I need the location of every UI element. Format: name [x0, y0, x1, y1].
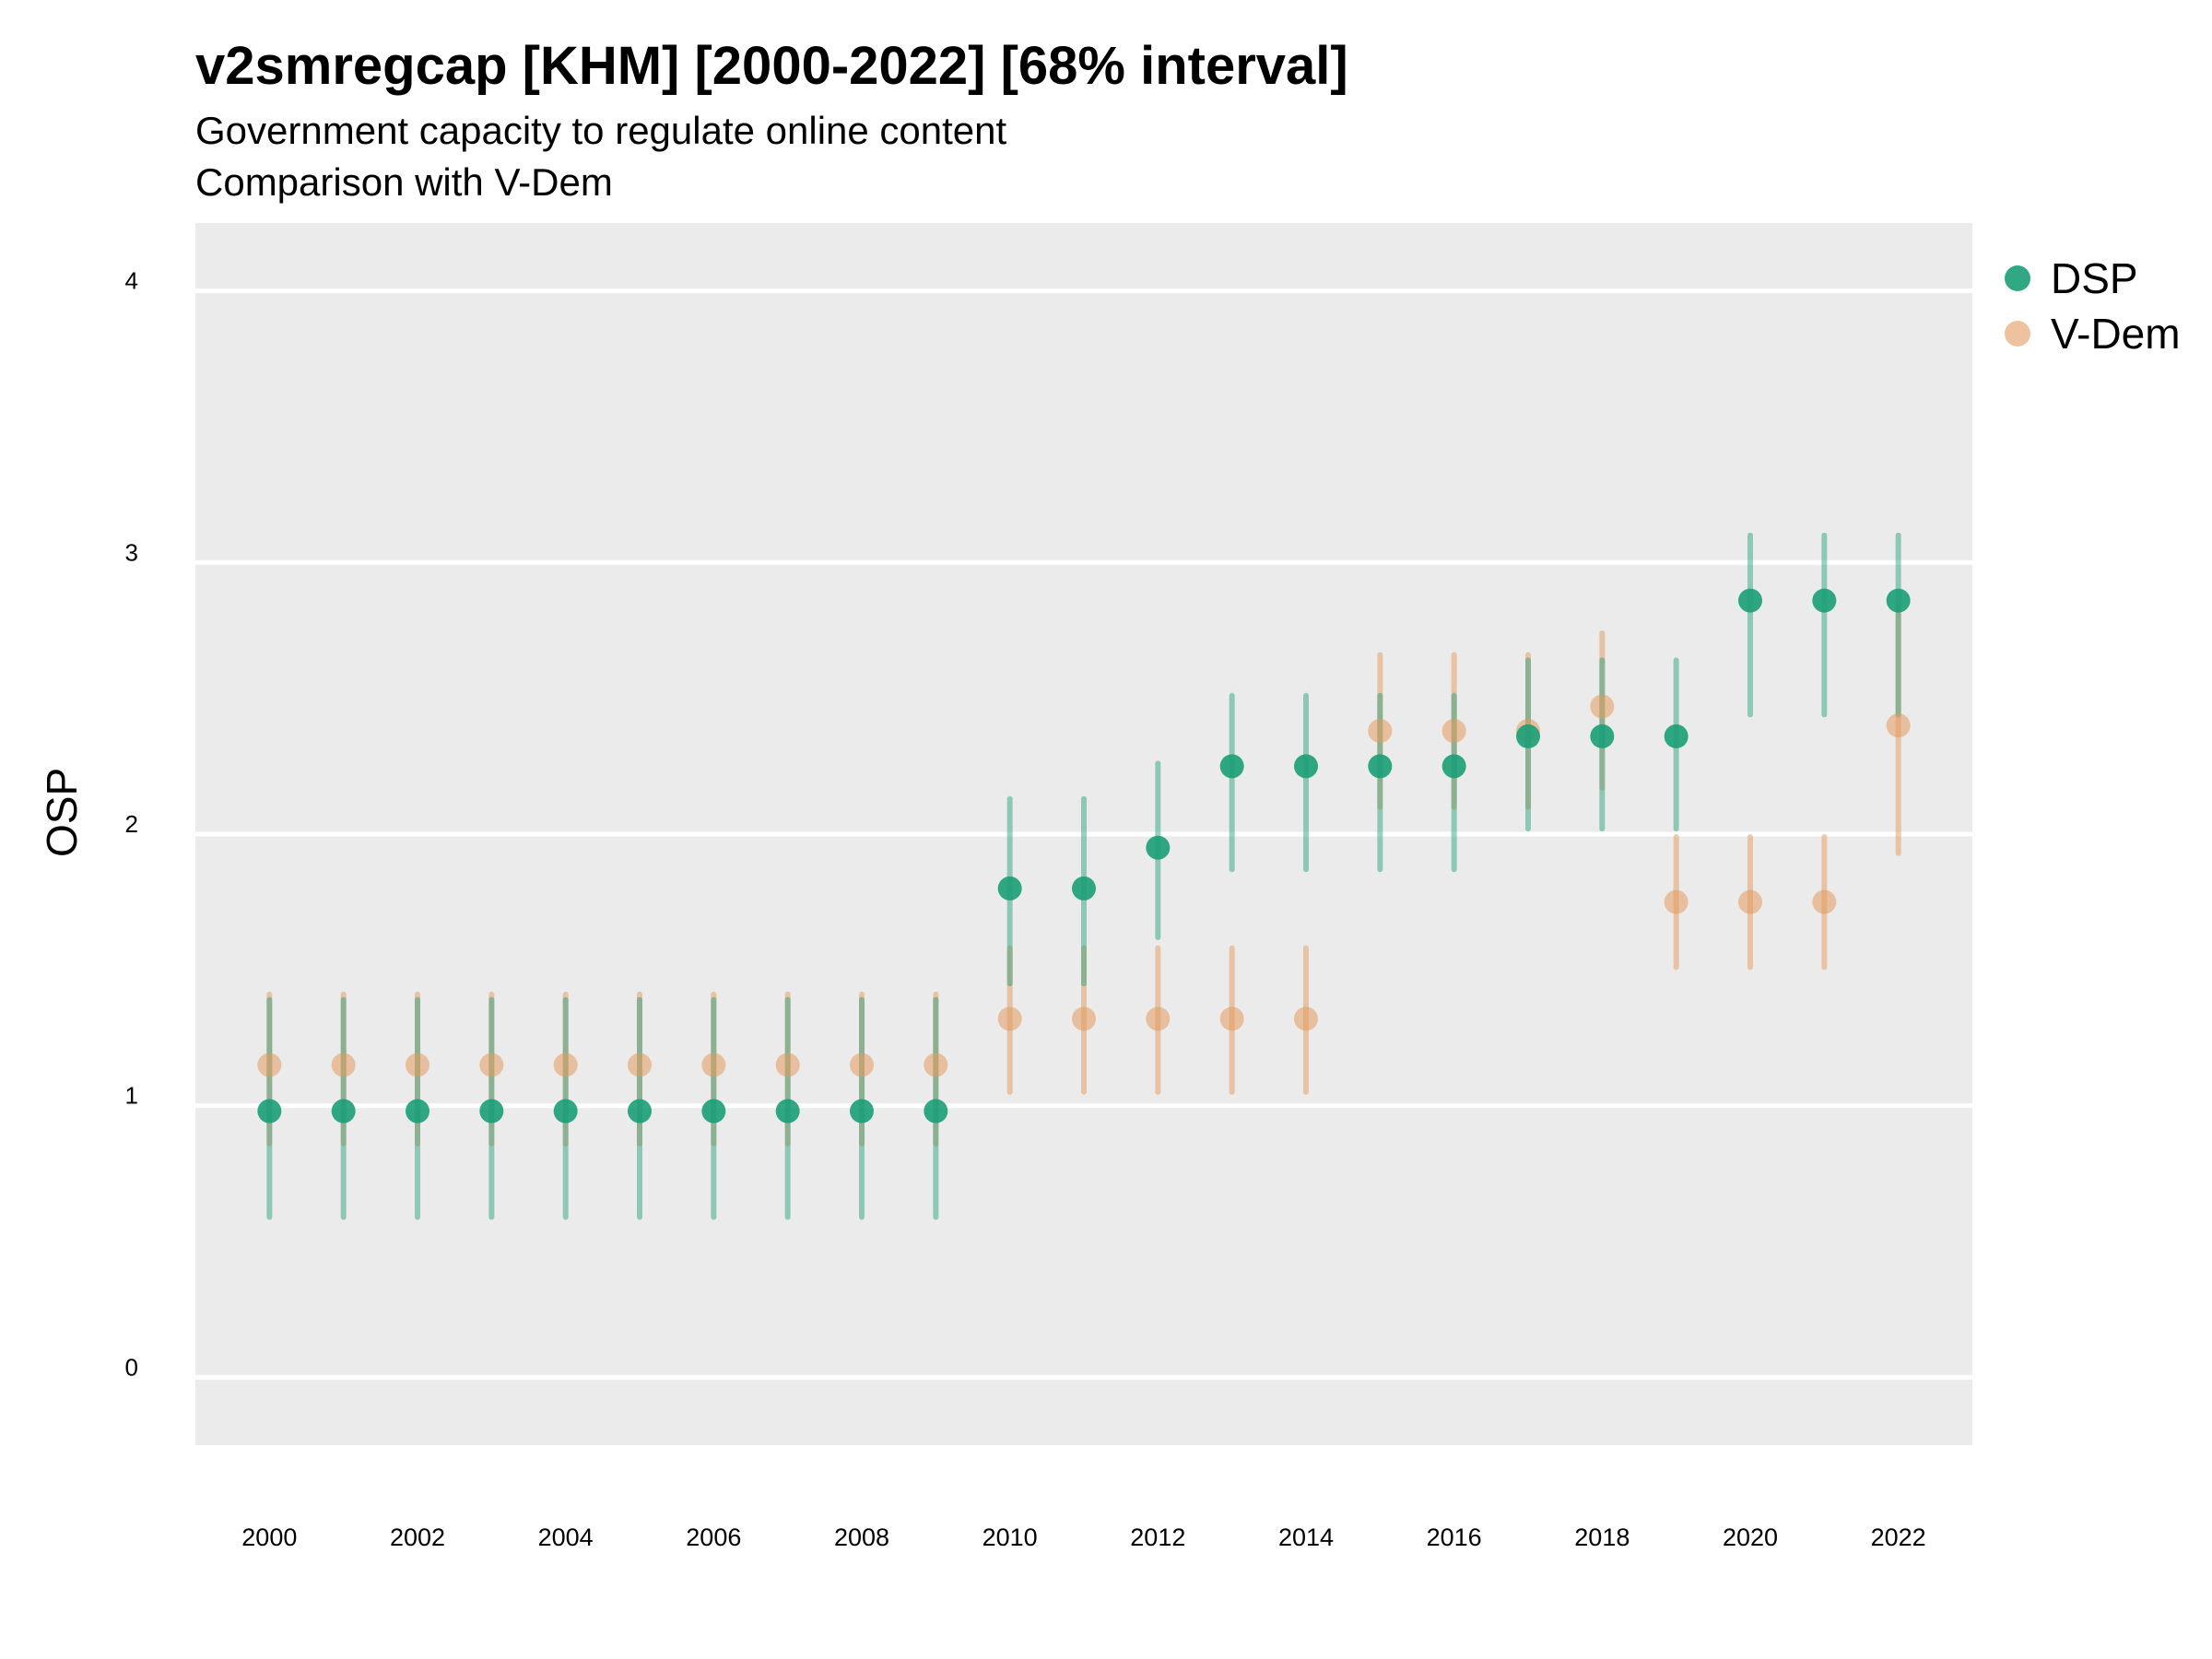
- x-tick-label: 2008: [834, 1524, 889, 1551]
- data-point-dsp: [775, 1099, 800, 1124]
- chart-subtitle-comparison: Comparison with V-Dem: [195, 160, 613, 204]
- data-point-dsp: [1368, 754, 1393, 779]
- y-tick-label: 2: [125, 810, 138, 838]
- x-tick-label: 2012: [1130, 1524, 1185, 1551]
- y-tick-label: 1: [125, 1082, 138, 1110]
- x-tick-label: 2006: [686, 1524, 741, 1551]
- data-point-dsp: [1441, 754, 1466, 779]
- data-point-vdem: [553, 1053, 578, 1077]
- data-point-vdem: [257, 1053, 282, 1077]
- chart-subtitle: Government capacity to regulate online c…: [195, 109, 1007, 152]
- data-point-dsp: [850, 1099, 874, 1124]
- legend: DSP V-Dem: [2005, 251, 2181, 361]
- data-point-dsp: [1294, 754, 1318, 779]
- data-point-vdem: [1590, 694, 1615, 719]
- legend-label-dsp: DSP: [2051, 254, 2138, 302]
- data-point-dsp: [331, 1099, 356, 1124]
- data-point-dsp: [628, 1099, 652, 1124]
- data-point-vdem: [628, 1053, 652, 1077]
- x-tick-label: 2016: [1427, 1524, 1482, 1551]
- data-point-vdem: [479, 1053, 504, 1077]
- y-tick-label: 0: [125, 1353, 138, 1381]
- y-tick-label: 4: [125, 267, 138, 295]
- data-point-vdem: [1072, 1006, 1096, 1031]
- x-tick-label: 2020: [1723, 1524, 1778, 1551]
- data-point-vdem: [406, 1053, 429, 1077]
- legend-label-vdem: V-Dem: [2051, 310, 2181, 358]
- data-point-dsp: [257, 1099, 282, 1124]
- data-point-vdem: [1738, 889, 1762, 914]
- data-point-dsp: [1590, 724, 1615, 748]
- data-point-vdem: [701, 1053, 726, 1077]
- data-point-dsp: [1664, 724, 1688, 748]
- data-point-dsp: [553, 1099, 578, 1124]
- data-point-dsp: [924, 1099, 948, 1124]
- x-tick-label: 2002: [390, 1524, 445, 1551]
- x-tick-label: 2004: [538, 1524, 594, 1551]
- legend-swatch-dsp: [2005, 265, 2030, 291]
- data-point-vdem: [1886, 713, 1911, 738]
- x-tick-label: 2010: [982, 1524, 1038, 1551]
- data-point-dsp: [1738, 588, 1762, 613]
- data-point-dsp: [479, 1099, 504, 1124]
- y-tick-label: 3: [125, 538, 138, 566]
- legend-swatch-vdem: [2005, 321, 2030, 347]
- x-tick-label: 2022: [1871, 1524, 1926, 1551]
- legend-item-dsp: DSP: [2005, 251, 2181, 306]
- data-point-dsp: [1516, 724, 1540, 748]
- data-point-vdem: [1219, 1006, 1244, 1031]
- data-point-dsp: [701, 1099, 726, 1124]
- data-point-dsp: [997, 876, 1022, 900]
- data-point-dsp: [1812, 588, 1837, 613]
- x-tick-label: 2014: [1278, 1524, 1334, 1551]
- data-point-vdem: [1368, 719, 1393, 744]
- data-point-vdem: [775, 1053, 800, 1077]
- data-point-dsp: [406, 1099, 429, 1124]
- x-tick-label: 2000: [241, 1524, 297, 1551]
- data-point-vdem: [1664, 889, 1688, 914]
- data-point-vdem: [1294, 1006, 1318, 1031]
- data-point-dsp: [1219, 754, 1244, 779]
- data-point-vdem: [331, 1053, 356, 1077]
- legend-item-vdem: V-Dem: [2005, 306, 2181, 361]
- data-point-vdem: [997, 1006, 1022, 1031]
- data-point-vdem: [850, 1053, 874, 1077]
- data-point-dsp: [1146, 835, 1171, 860]
- data-point-dsp: [1886, 588, 1911, 613]
- data-point-dsp: [1072, 876, 1096, 900]
- data-point-vdem: [1441, 719, 1466, 744]
- data-point-vdem: [1146, 1006, 1171, 1031]
- chart-title: v2smregcap [KHM] [2000-2022] [68% interv…: [195, 36, 1348, 96]
- data-point-vdem: [924, 1053, 948, 1077]
- data-point-vdem: [1812, 889, 1837, 914]
- x-tick-label: 2018: [1574, 1524, 1630, 1551]
